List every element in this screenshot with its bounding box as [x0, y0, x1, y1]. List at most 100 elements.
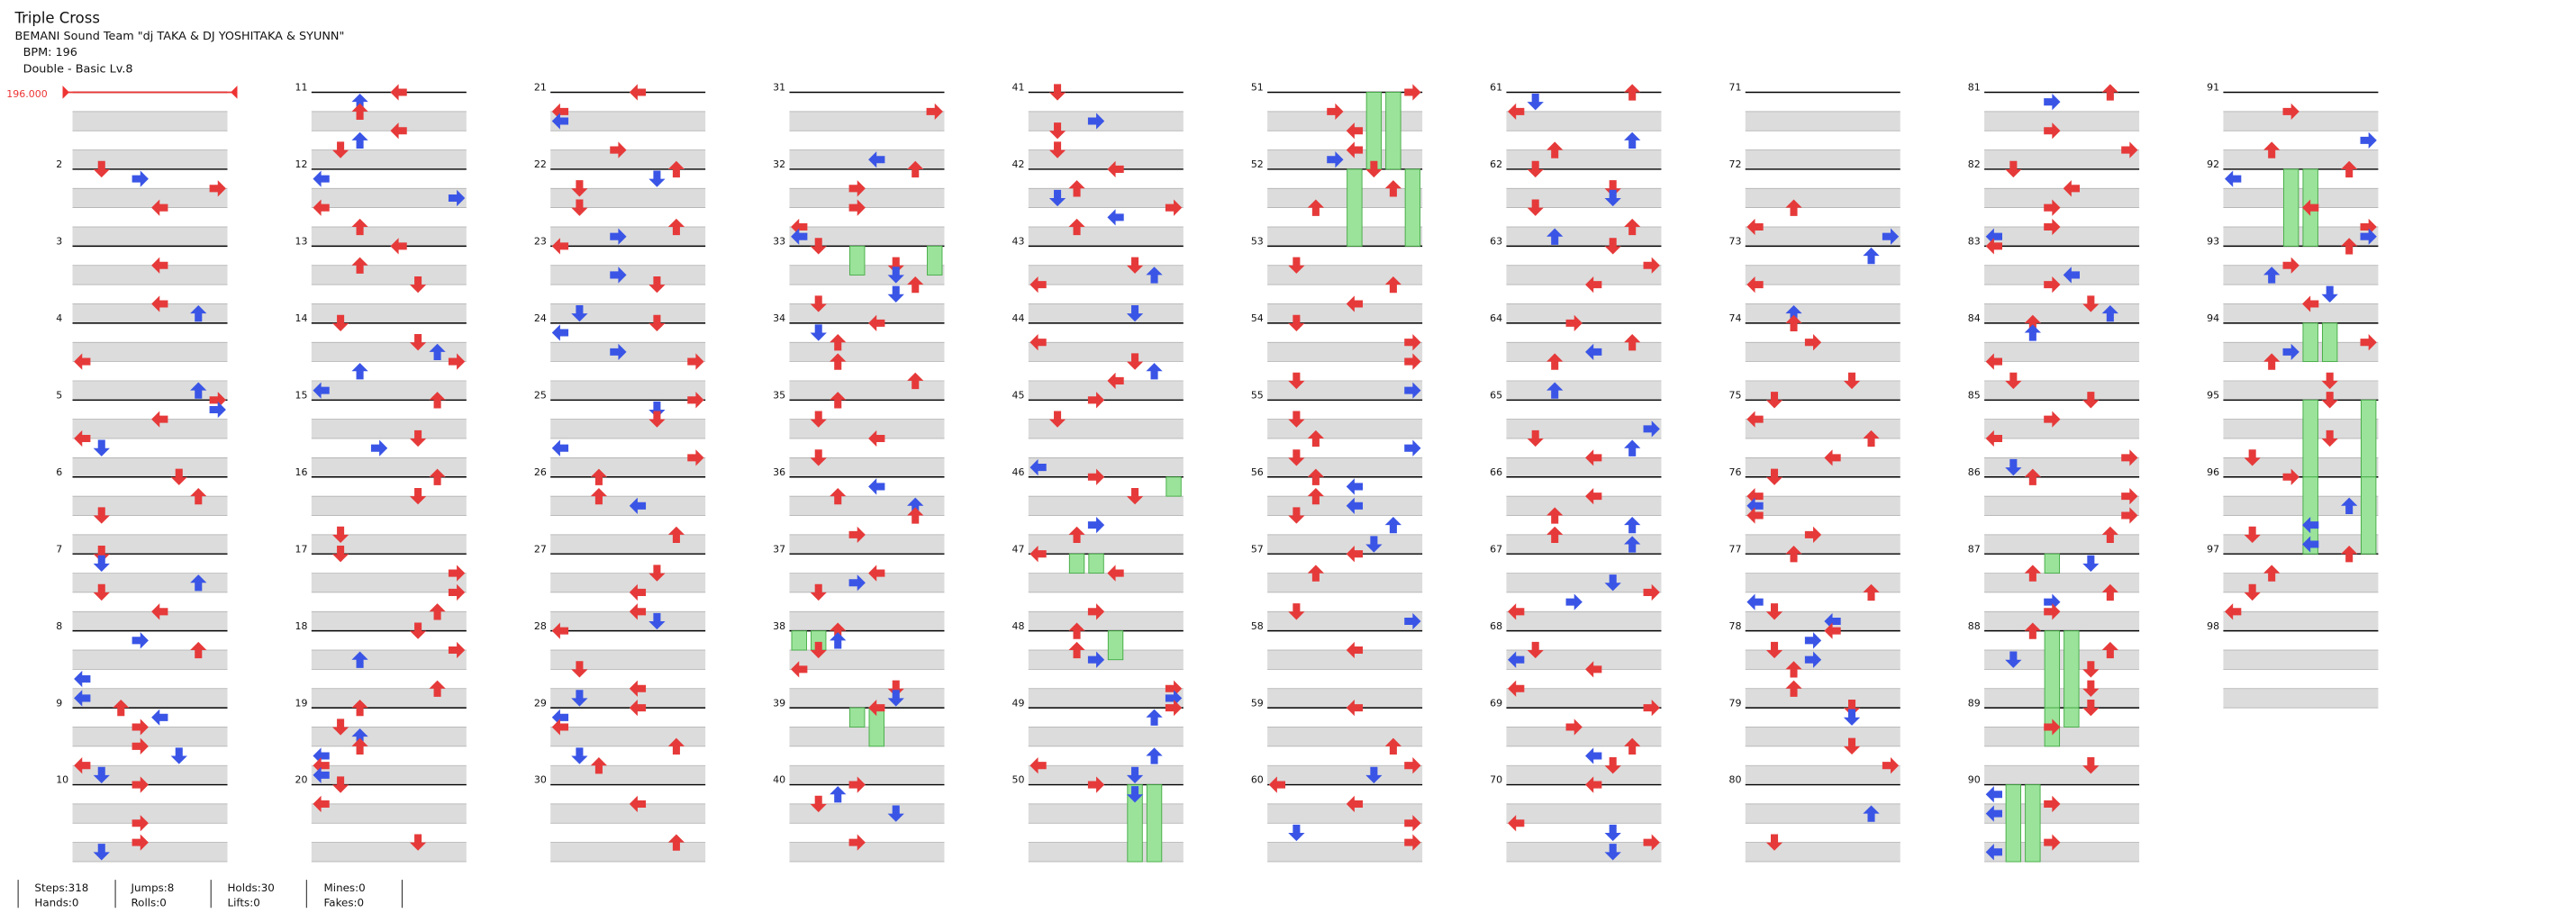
arrow	[590, 468, 608, 485]
arrow-shape	[170, 747, 187, 764]
arrow	[848, 834, 866, 851]
beat-band	[1506, 688, 1662, 709]
beat-band	[72, 342, 228, 362]
arrow-shape	[170, 468, 187, 485]
measure-number: 11	[295, 82, 308, 94]
measure-number: 8	[56, 620, 62, 632]
hold	[1166, 476, 1182, 497]
arrow-shape	[810, 795, 827, 813]
arrow	[409, 334, 427, 351]
arrow-shape	[390, 238, 407, 255]
beat-band	[2223, 265, 2379, 285]
arrow-shape	[1547, 507, 1564, 524]
arrow-shape	[2244, 449, 2261, 466]
stat: Jumps:8	[130, 881, 174, 894]
arrow-shape	[331, 526, 349, 543]
arrow	[1863, 429, 1880, 447]
beat-band	[1028, 227, 1184, 247]
beat-band	[1984, 534, 2140, 555]
arrow	[1107, 160, 1124, 178]
beat-band	[1745, 842, 1900, 863]
arrow-shape	[810, 583, 827, 601]
arrow-shape	[2082, 392, 2100, 409]
arrow-shape	[629, 795, 647, 813]
arrow	[1126, 257, 1144, 274]
stat: Rolls:0	[131, 896, 166, 908]
hold	[2302, 476, 2318, 555]
hold	[1385, 92, 1401, 170]
arrow	[1785, 661, 1802, 678]
arrow	[132, 632, 149, 649]
hold	[1107, 630, 1124, 661]
arrow	[2082, 392, 2100, 409]
measure-number: 98	[2207, 620, 2219, 632]
arrow	[74, 429, 91, 447]
arrow-shape	[1029, 546, 1047, 563]
beat-band	[550, 188, 706, 208]
arrow	[93, 546, 110, 563]
arrow	[2263, 267, 2281, 284]
arrow-shape	[313, 199, 330, 216]
measure-number: 65	[1490, 389, 1502, 401]
arrow-shape	[649, 612, 666, 630]
arrow	[1804, 632, 1822, 649]
arrow	[151, 411, 168, 428]
bpm-tick	[62, 86, 69, 99]
arrow	[551, 113, 569, 130]
arrow	[151, 257, 168, 274]
beat-band	[550, 149, 706, 169]
beat-band	[72, 688, 228, 709]
beat-band	[72, 534, 228, 555]
arrow	[907, 160, 924, 178]
beat-band	[789, 765, 945, 785]
beat-band	[2223, 534, 2379, 555]
beat-band	[550, 534, 706, 555]
measure-number: 56	[1251, 466, 1264, 478]
arrow	[868, 699, 885, 717]
arrow	[170, 747, 187, 764]
arrow-shape	[830, 632, 847, 649]
arrow	[1365, 536, 1383, 553]
measure-number: 87	[1968, 543, 1981, 555]
beat-band	[1267, 496, 1423, 516]
arrow	[687, 353, 704, 370]
arrow	[74, 757, 91, 774]
measure-number: 27	[534, 543, 547, 555]
beat-band	[2223, 188, 2379, 208]
arrow-shape	[448, 189, 466, 207]
arrow-shape	[687, 449, 704, 466]
hold	[927, 245, 943, 276]
hold	[2282, 168, 2299, 247]
arrow-shape	[1824, 622, 1841, 639]
arrow-shape	[151, 411, 168, 428]
arrow-shape	[351, 363, 368, 380]
stat: Lifts:0	[228, 896, 260, 908]
arrow-shape	[2321, 285, 2338, 303]
arrow	[1346, 122, 1364, 140]
arrow	[2360, 334, 2377, 351]
beat-band	[1506, 727, 1662, 746]
beat-band	[1745, 342, 1900, 362]
arrow-shape	[1404, 334, 1421, 351]
arrow	[1404, 612, 1421, 630]
measure-number: 24	[534, 312, 547, 324]
arrow-shape	[2121, 449, 2138, 466]
measure-number: 92	[2207, 158, 2219, 170]
arrow	[132, 834, 149, 851]
arrow	[1765, 641, 1783, 659]
beat-band	[72, 188, 228, 208]
arrow-shape	[1624, 517, 1641, 534]
arrow-shape	[2263, 353, 2281, 370]
arrow	[2044, 94, 2061, 111]
beat-band	[1028, 765, 1184, 785]
hold	[1068, 553, 1085, 574]
arrow-shape	[1624, 334, 1641, 351]
arrow-shape	[1307, 429, 1325, 447]
hold	[1127, 784, 1143, 863]
arrow-shape	[1804, 651, 1822, 668]
arrow-shape	[429, 343, 446, 361]
arrow-shape	[1585, 343, 1602, 361]
arrow	[907, 497, 924, 514]
arrow-shape	[74, 757, 91, 774]
beat-band	[1506, 803, 1662, 824]
